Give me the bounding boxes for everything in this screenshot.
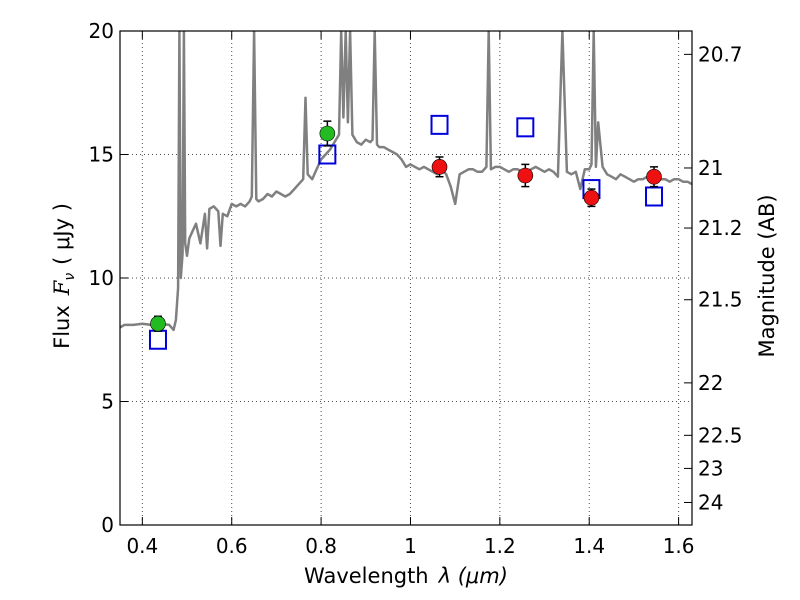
y-tick-label: 10: [89, 266, 114, 290]
x-axis-title: Wavelength λ (μm): [304, 564, 508, 588]
y-axis-unit: ( μJy ): [50, 203, 74, 265]
photometry-point: [583, 189, 600, 206]
y-tick-label: 5: [101, 390, 114, 414]
spectrum-line: [120, 31, 692, 332]
y2-tick-label: 24: [698, 490, 723, 514]
y2-axis-title: Magnitude (AB): [755, 194, 779, 357]
x-tick-label: 0.6: [216, 534, 248, 558]
x-tick-label: 0.4: [126, 534, 158, 558]
model-photometry-squares: [148, 114, 664, 350]
x-tick-label: 1.4: [573, 534, 605, 558]
y-tick-label: 0: [101, 513, 114, 537]
model-photometry-square: [516, 117, 535, 138]
y-axis-symbol-sub: ν: [62, 273, 78, 281]
y2-tick-label: 22: [698, 371, 723, 395]
x-tick-label: 1.2: [484, 534, 516, 558]
y2-tick-label: 20.7: [698, 42, 743, 66]
photometry-point: [431, 159, 448, 175]
photometry-point: [646, 168, 662, 185]
grid-lines: [120, 31, 692, 525]
y-axis-title: Flux Fν ( μJy ): [50, 203, 78, 349]
x-axis-symbol: λ (μm): [438, 564, 508, 588]
y2-tick-label: 21.2: [698, 216, 743, 240]
y-tick-label: 15: [89, 143, 114, 167]
y-axis-label-text: Flux: [50, 305, 74, 349]
x-tick-label: 1: [404, 534, 417, 558]
model-spectrum: [120, 31, 692, 332]
y-axis-symbol: F: [50, 279, 74, 296]
y2-tick-label: 21: [698, 156, 723, 180]
observed-photometry-points: [150, 120, 662, 332]
x-tick-label: 1.6: [663, 534, 695, 558]
y2-tick-label: 23: [698, 456, 723, 480]
y2-tick-label: 21.5: [698, 288, 743, 312]
photometry-point: [319, 125, 336, 142]
x-tick-label: 0.8: [305, 534, 337, 558]
y-tick-label: 20: [89, 19, 114, 43]
model-photometry-square: [430, 114, 449, 135]
photometry-point: [150, 315, 166, 332]
model-photometry-square: [645, 186, 664, 207]
y2-tick-label: 22.5: [698, 423, 743, 447]
tick-labels: 0.4 0.6 0.8 1 1.2 1.4 1.6 0 5 10 15 20 20.7 21 21.2 21.…: [89, 19, 743, 558]
axis-ticks: [120, 30, 692, 526]
x-axis-label-text: Wavelength: [304, 564, 429, 588]
model-photometry-square: [148, 329, 167, 350]
photometry-point: [517, 167, 534, 184]
plot-frame: [119, 30, 693, 526]
